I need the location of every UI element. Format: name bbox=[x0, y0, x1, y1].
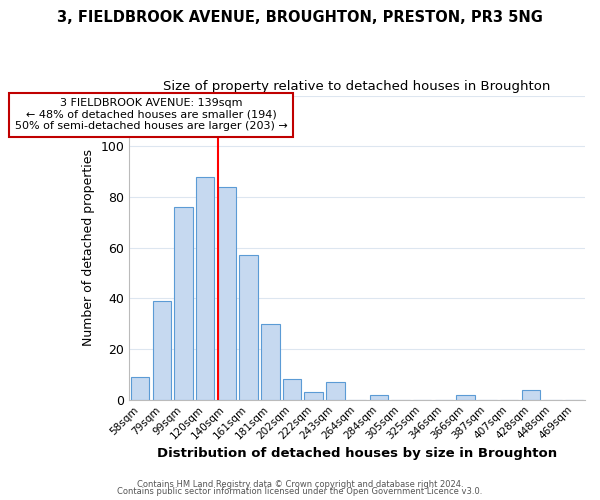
Bar bbox=[239, 255, 258, 400]
Text: Contains public sector information licensed under the Open Government Licence v3: Contains public sector information licen… bbox=[118, 488, 482, 496]
Bar bbox=[521, 390, 540, 400]
Bar bbox=[261, 324, 280, 400]
Bar bbox=[131, 377, 149, 400]
Text: 3 FIELDBROOK AVENUE: 139sqm
← 48% of detached houses are smaller (194)
50% of se: 3 FIELDBROOK AVENUE: 139sqm ← 48% of det… bbox=[14, 98, 287, 132]
Bar bbox=[152, 301, 171, 400]
Bar bbox=[326, 382, 344, 400]
Bar bbox=[304, 392, 323, 400]
Text: 3, FIELDBROOK AVENUE, BROUGHTON, PRESTON, PR3 5NG: 3, FIELDBROOK AVENUE, BROUGHTON, PRESTON… bbox=[57, 10, 543, 25]
Text: Contains HM Land Registry data © Crown copyright and database right 2024.: Contains HM Land Registry data © Crown c… bbox=[137, 480, 463, 489]
Y-axis label: Number of detached properties: Number of detached properties bbox=[82, 149, 95, 346]
Bar bbox=[218, 187, 236, 400]
Bar bbox=[283, 380, 301, 400]
Title: Size of property relative to detached houses in Broughton: Size of property relative to detached ho… bbox=[163, 80, 551, 93]
Bar bbox=[196, 176, 214, 400]
Bar bbox=[174, 207, 193, 400]
Bar bbox=[457, 394, 475, 400]
Bar bbox=[370, 394, 388, 400]
X-axis label: Distribution of detached houses by size in Broughton: Distribution of detached houses by size … bbox=[157, 447, 557, 460]
